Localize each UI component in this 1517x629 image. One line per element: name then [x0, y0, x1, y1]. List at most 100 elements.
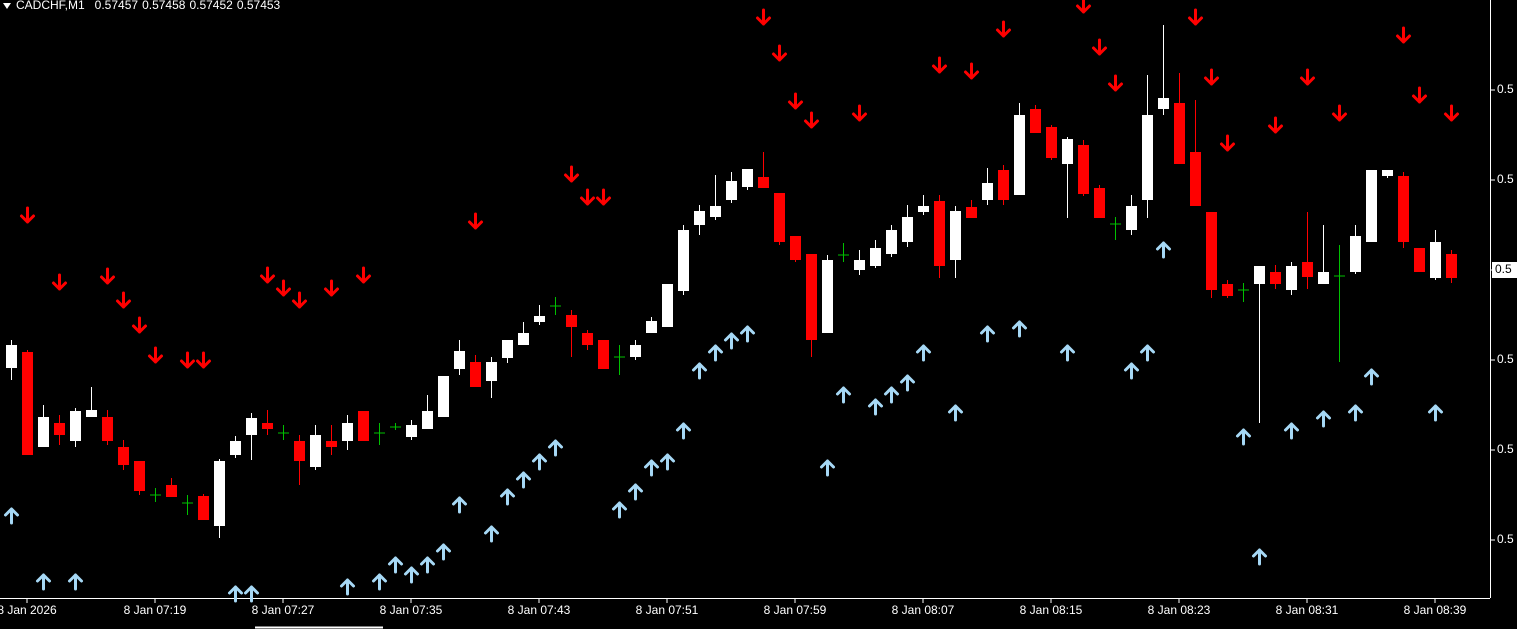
up-arrow — [1236, 428, 1251, 446]
up-arrow — [692, 362, 707, 380]
up-arrow — [740, 325, 755, 343]
up-arrow — [980, 325, 995, 343]
down-arrow — [788, 92, 803, 110]
down-arrow — [324, 279, 339, 297]
up-arrow — [1140, 344, 1155, 362]
candle-body — [1094, 188, 1105, 218]
candle-body — [1350, 236, 1361, 272]
candle-body — [54, 423, 65, 435]
candle-body — [1254, 266, 1265, 284]
x-tick-label: 8 Jan 07:43 — [508, 603, 571, 617]
candle-body — [1366, 170, 1377, 242]
candle-body — [230, 441, 241, 455]
candle-body — [486, 362, 497, 381]
down-arrow — [260, 266, 275, 284]
candle-body — [934, 201, 945, 266]
x-tick-label: 8 Jan 2026 — [0, 603, 57, 617]
down-arrow — [468, 212, 483, 230]
up-arrow — [4, 507, 19, 525]
candle-body — [342, 423, 353, 441]
up-arrow — [660, 453, 675, 471]
up-arrow — [900, 374, 915, 392]
candle-body — [22, 352, 33, 455]
up-arrow — [36, 573, 51, 591]
down-arrow — [1412, 86, 1427, 104]
candle-body — [262, 423, 273, 429]
up-arrow — [1364, 368, 1379, 386]
symbol-menu-toggle[interactable] — [3, 3, 11, 9]
up-arrow — [708, 344, 723, 362]
x-tick-label: 8 Jan 08:39 — [1404, 603, 1467, 617]
candle-body — [726, 181, 737, 200]
candle-body — [854, 260, 865, 270]
candle-body — [582, 333, 593, 345]
up-arrow — [884, 386, 899, 404]
candle-body — [742, 169, 753, 187]
candle-body — [6, 345, 17, 368]
candle-body — [214, 461, 225, 526]
candle-body — [1126, 206, 1137, 230]
down-arrow — [772, 44, 787, 62]
y-tick-label: 0.5 — [1497, 172, 1514, 186]
up-arrow — [372, 573, 387, 591]
x-tick-label: 8 Jan 08:23 — [1148, 603, 1211, 617]
up-arrow — [228, 585, 243, 603]
up-arrow — [516, 471, 531, 489]
candle-body — [950, 211, 961, 260]
down-arrow — [804, 111, 819, 129]
candle-body — [662, 284, 673, 327]
candle-body — [1014, 115, 1025, 195]
down-arrow — [100, 267, 115, 285]
up-arrow — [404, 566, 419, 584]
candle-body — [1286, 266, 1297, 290]
x-tick-label: 8 Jan 07:35 — [380, 603, 443, 617]
down-arrow — [356, 266, 371, 284]
down-arrow — [148, 346, 163, 364]
up-arrow — [484, 525, 499, 543]
candle-body — [326, 441, 337, 447]
up-arrow — [1060, 344, 1075, 362]
quote-value: 0.57452 — [189, 0, 233, 12]
candle-body — [1430, 242, 1441, 278]
down-arrow — [20, 206, 35, 224]
candle-body — [1446, 254, 1457, 278]
down-arrow — [180, 351, 195, 369]
candle-body — [918, 206, 929, 212]
down-arrow — [1188, 8, 1203, 26]
up-arrow — [244, 585, 259, 603]
up-arrow — [532, 453, 547, 471]
down-arrow — [1396, 26, 1411, 44]
candle-body — [790, 236, 801, 260]
up-arrow — [1428, 404, 1443, 422]
candle-body — [598, 340, 609, 369]
candle-body — [694, 211, 705, 225]
chart-symbol: CADCHF,M1 — [16, 0, 85, 12]
down-arrow — [1204, 68, 1219, 86]
candle-body — [1078, 145, 1089, 194]
last-price-box — [1492, 262, 1517, 278]
candle-body — [566, 315, 577, 327]
candle-body — [102, 417, 113, 441]
candle-body — [294, 441, 305, 461]
up-arrow — [820, 459, 835, 477]
down-arrow — [52, 273, 67, 291]
up-arrow — [724, 332, 739, 350]
down-arrow — [756, 8, 771, 26]
up-arrow — [420, 556, 435, 574]
down-arrow — [996, 20, 1011, 38]
down-arrow — [1108, 74, 1123, 92]
up-arrow — [1252, 548, 1267, 566]
candle-body — [422, 411, 433, 429]
candle-body — [438, 376, 449, 417]
candle-body — [774, 193, 785, 242]
up-arrow — [868, 398, 883, 416]
y-tick-label: 0.5 — [1497, 532, 1514, 546]
candle-body — [134, 461, 145, 491]
candle-body — [886, 230, 897, 254]
candle-body — [758, 177, 769, 188]
candle-body — [1158, 98, 1169, 109]
down-arrow — [932, 56, 947, 74]
candle-body — [454, 351, 465, 369]
